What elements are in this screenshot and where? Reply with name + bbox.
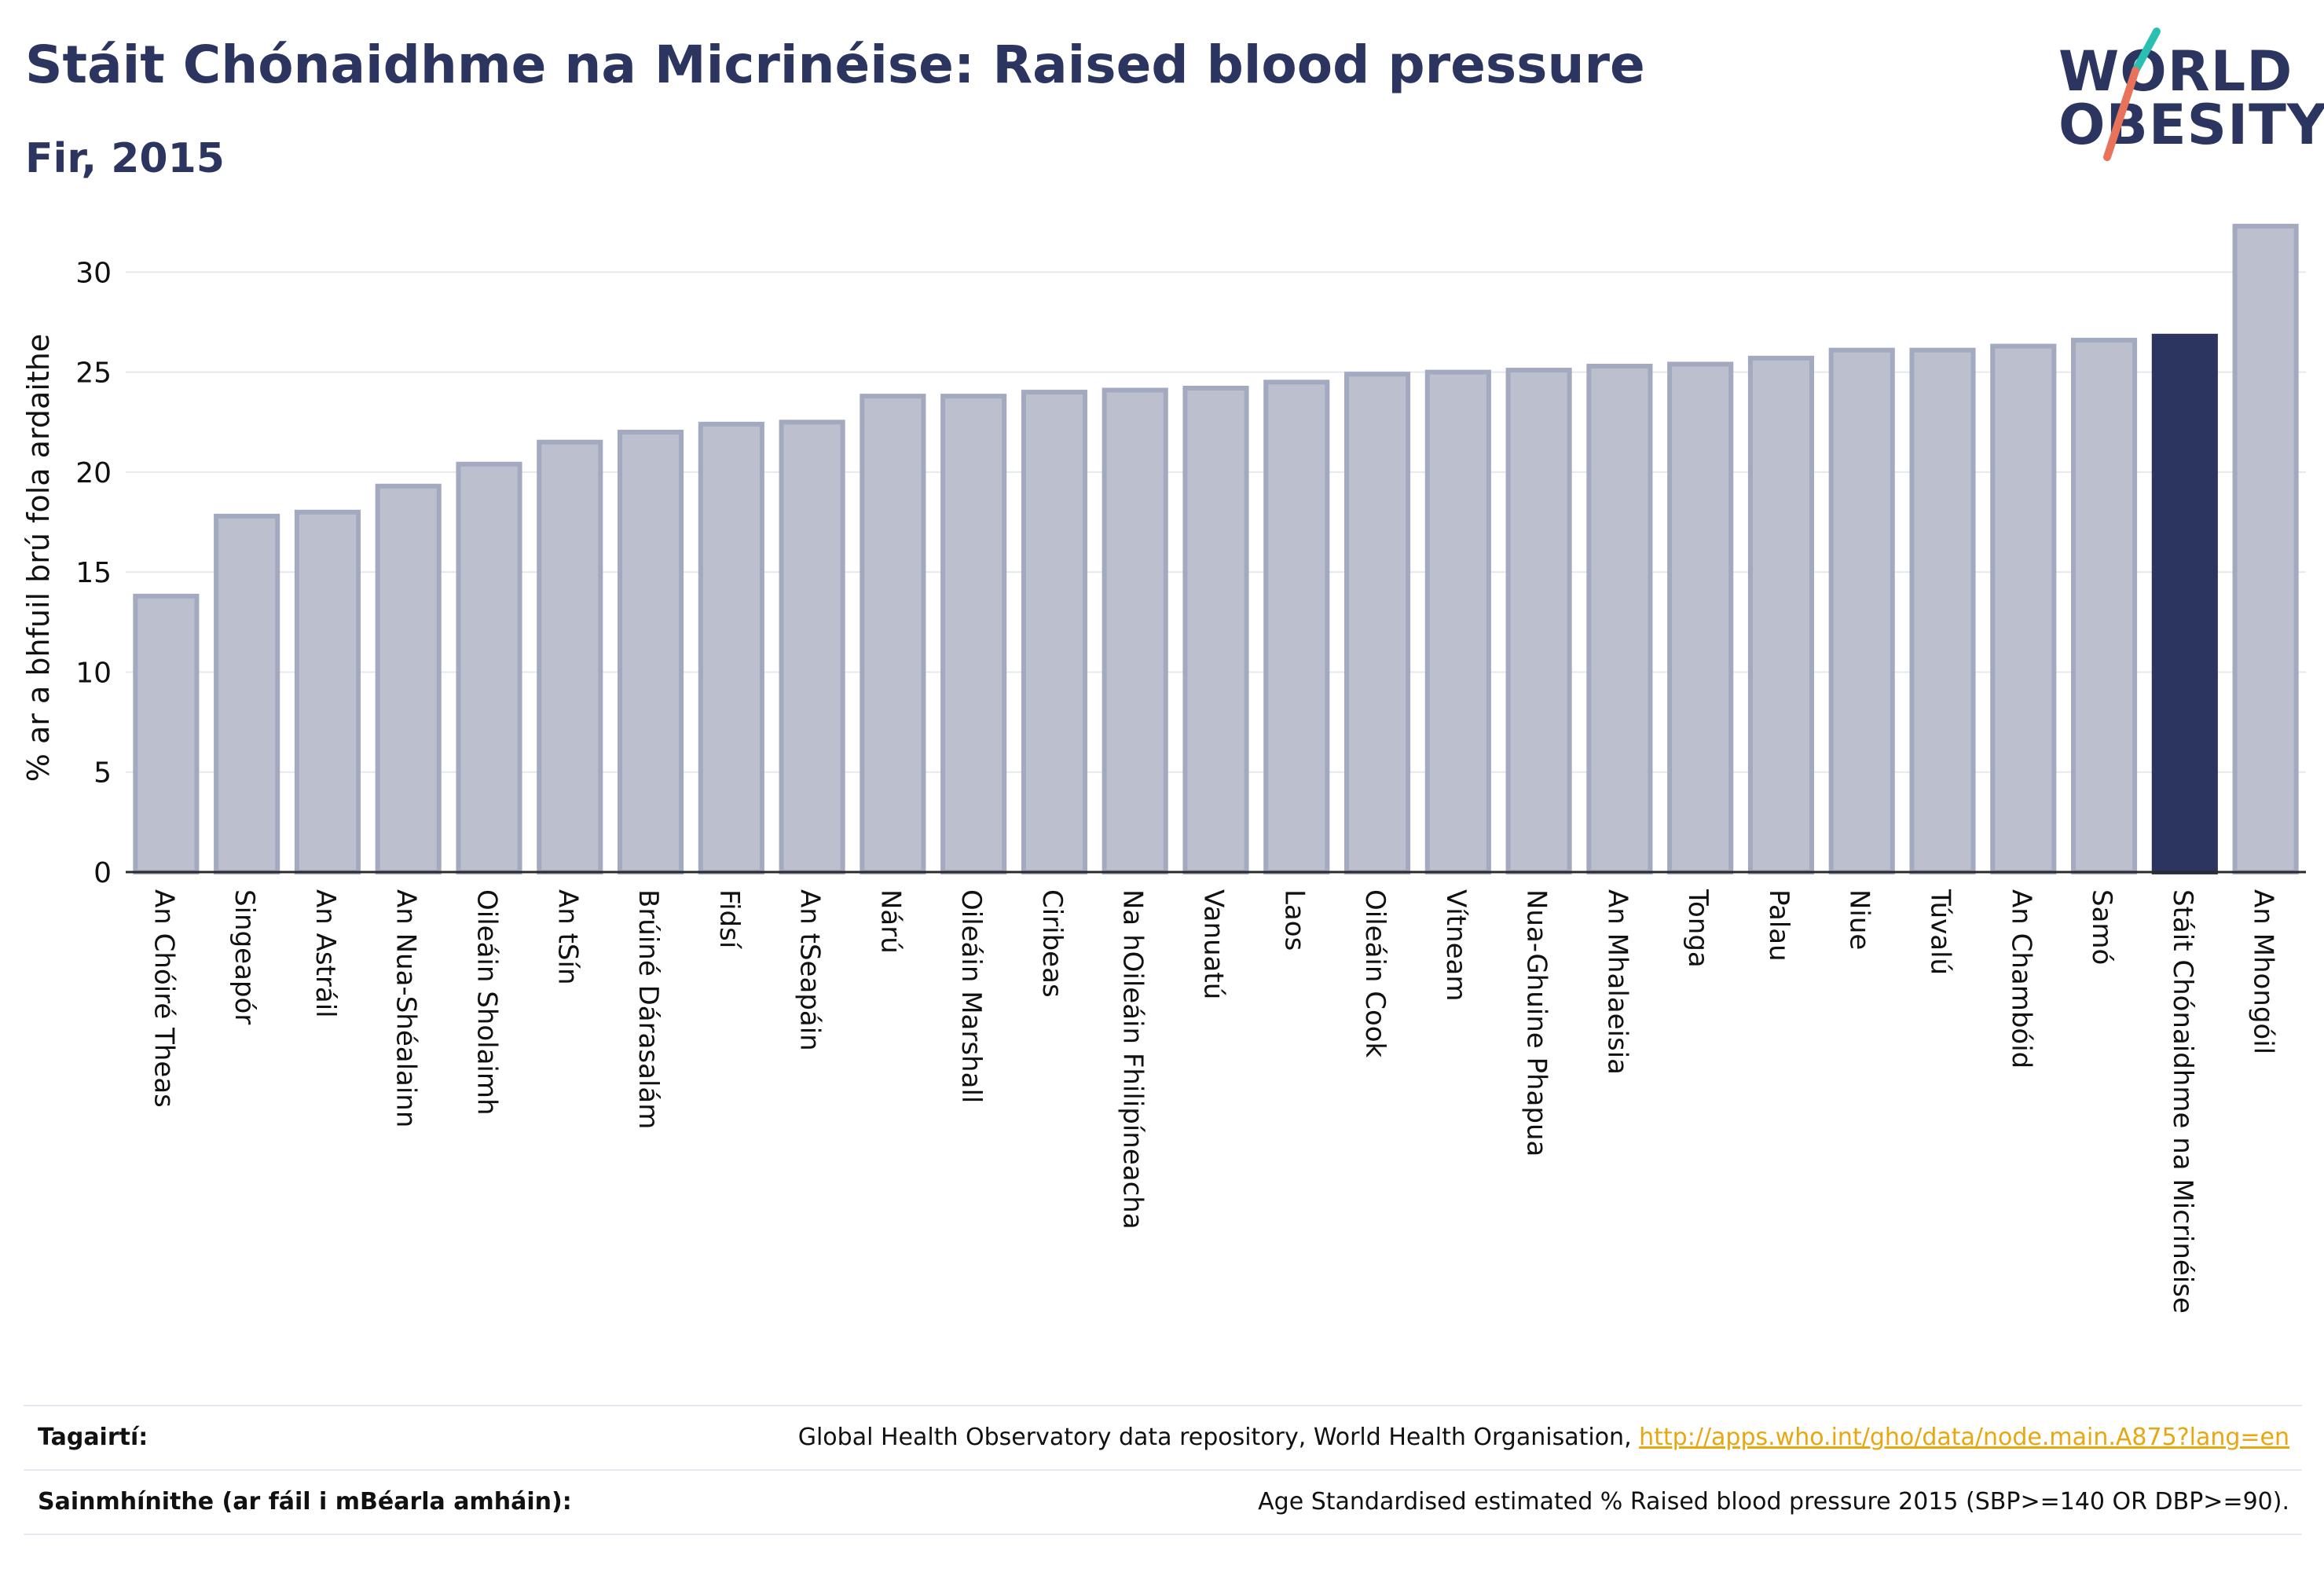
bar[interactable] — [1747, 355, 1815, 874]
x-tick-label: Oileáin Cook — [1359, 889, 1391, 1058]
references-row: Tagairtí: Global Health Observatory data… — [24, 1406, 2302, 1469]
y-tick-label: 25 — [75, 357, 112, 390]
bar[interactable] — [1102, 387, 1168, 874]
x-tick-label: Nua-Ghuine Phapua — [1521, 889, 1552, 1156]
y-tick-label: 20 — [75, 457, 112, 489]
references-label: Tagairtí: — [38, 1424, 148, 1451]
x-tick-label: Brúiné Dárasalám — [632, 889, 664, 1129]
x-tick-label: Samó — [2086, 889, 2117, 965]
logo-line-1: WORLD — [2058, 39, 2293, 104]
bar[interactable] — [698, 421, 764, 874]
x-tick-label: Singeapór — [229, 889, 260, 1024]
y-tick-label: 10 — [75, 657, 112, 689]
bar[interactable] — [2232, 223, 2299, 875]
bar[interactable] — [860, 394, 926, 874]
y-tick-labels: 0 5 10 15 20 25 30 — [75, 257, 112, 889]
x-tick-label: Oileáin Sholaimh — [471, 889, 503, 1116]
bar[interactable] — [2151, 333, 2218, 874]
x-tick-label: Palau — [1763, 889, 1794, 962]
bars — [133, 223, 2299, 875]
x-tick-label: An Chambóid — [2005, 889, 2036, 1068]
x-tick-label: An tSeapáin — [794, 889, 826, 1051]
x-tick-label: Fidsí — [713, 889, 745, 950]
x-tick-label: An Mhalaeisia — [1601, 889, 1633, 1075]
definitions-label: Sainmhínithe (ar fáil i mBéarla amháin): — [38, 1488, 572, 1516]
bar[interactable] — [940, 394, 1007, 874]
x-tick-label: Túvalú — [1925, 889, 1956, 975]
bar[interactable] — [133, 593, 200, 874]
footer-divider-middle — [24, 1469, 2302, 1471]
bar[interactable] — [1424, 369, 1491, 875]
x-tick-label: Stáit Chónaidhme na Micrinéise — [2167, 889, 2198, 1314]
bar[interactable] — [537, 439, 603, 874]
bar[interactable] — [1990, 343, 2057, 874]
bar[interactable] — [214, 513, 280, 874]
x-tick-label: Vítneam — [1440, 889, 1472, 1001]
x-tick-label: Laos — [1278, 889, 1310, 951]
x-tick-label: Nárú — [874, 889, 906, 954]
x-tick-label: Ciribeas — [1036, 889, 1068, 998]
y-tick-label: 0 — [93, 857, 112, 889]
x-tick-label: Na hOileáin Fhilipíneacha — [1117, 889, 1149, 1230]
definitions-row: Sainmhínithe (ar fáil i mBéarla amháin):… — [24, 1471, 2302, 1534]
bar[interactable] — [1344, 372, 1411, 874]
logo-slash-icon — [2103, 27, 2161, 161]
x-tick-label: Oileáin Marshall — [955, 889, 987, 1103]
x-tick-label: Tonga — [1682, 889, 1714, 968]
x-tick-label: An tSín — [552, 889, 583, 985]
references-value: Global Health Observatory data repositor… — [798, 1424, 2289, 1451]
world-obesity-logo: WORLD OBESITY — [2043, 24, 2324, 173]
bar[interactable] — [1667, 361, 1734, 875]
x-tick-label: An Chóiré Theas — [148, 889, 179, 1108]
y-tick-label: 30 — [75, 257, 112, 289]
y-tick-label: 5 — [93, 757, 112, 790]
bar[interactable] — [1909, 347, 1976, 875]
footer-divider-top — [24, 1405, 2302, 1406]
bar[interactable] — [375, 483, 442, 874]
bar[interactable] — [779, 420, 845, 875]
bar[interactable] — [1505, 368, 1572, 875]
bar[interactable] — [1182, 386, 1249, 874]
bar[interactable] — [1828, 347, 1895, 875]
definitions-value: Age Standardised estimated % Raised bloo… — [1258, 1488, 2289, 1516]
footer-divider-bottom — [24, 1534, 2302, 1535]
x-tick-label: An Nua-Shéalainn — [390, 889, 422, 1127]
chart-title: Stáit Chónaidhme na Micrinéise: Raised b… — [25, 35, 1645, 95]
logo-line-2: OBESITY — [2058, 93, 2324, 157]
x-tick-label: An Astráil — [310, 889, 341, 1018]
x-tick-labels: An Chóiré Theas Singeapór An Astráil An Nua… — [148, 889, 2278, 1314]
bar[interactable] — [618, 430, 684, 874]
y-tick-label: 15 — [75, 557, 112, 589]
references-text: Global Health Observatory data repositor… — [797, 1424, 1640, 1451]
bar[interactable] — [1021, 390, 1088, 875]
chart-subtitle: Fir, 2015 — [25, 135, 225, 182]
bar[interactable] — [2071, 337, 2138, 874]
bar[interactable] — [456, 461, 522, 874]
x-tick-label: Niue — [1844, 889, 1875, 950]
bar[interactable] — [294, 509, 361, 874]
bar[interactable] — [1586, 364, 1653, 874]
references-link[interactable]: http://apps.who.int/gho/data/node.main.A… — [1639, 1424, 2289, 1451]
bar[interactable] — [1263, 379, 1330, 874]
x-tick-label: Vanuatú — [1198, 889, 1230, 999]
y-axis-label: % ar a bhfuil brú fola ardaithe — [21, 334, 56, 782]
x-tick-label: An Mhongóil — [2248, 889, 2279, 1054]
